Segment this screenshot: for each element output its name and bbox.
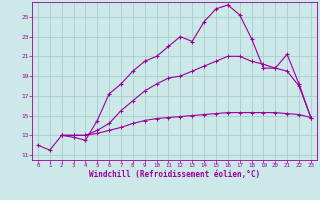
X-axis label: Windchill (Refroidissement éolien,°C): Windchill (Refroidissement éolien,°C) [89,170,260,179]
